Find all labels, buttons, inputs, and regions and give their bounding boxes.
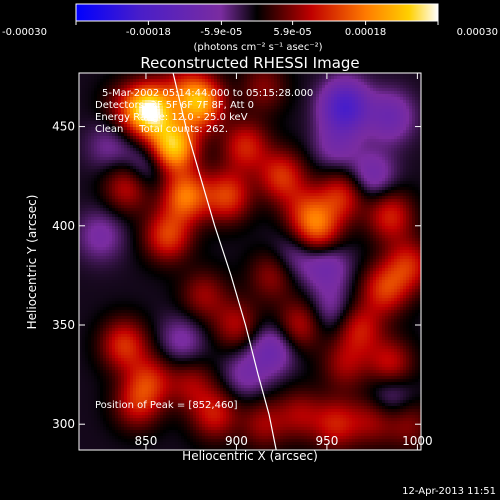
solar-limb-curve [172, 73, 277, 450]
plot-frame [78, 72, 422, 451]
y-tick-label: 300 [52, 417, 75, 431]
x-tick-label: 900 [225, 434, 248, 448]
axis-ticks: 850 900 950 1000 300 350 400 450 [52, 73, 433, 450]
colorbar-label: (photons cm⁻² s⁻¹ asec⁻²) [193, 42, 322, 53]
x-tick-label: 950 [315, 434, 338, 448]
colorbar-tick-label: -0.00030 [2, 27, 47, 38]
date-stamp: 12-Apr-2013 11:51 [402, 486, 496, 497]
y-tick-label: 450 [52, 120, 75, 134]
x-axis-label: Heliocentric X (arcsec) [182, 449, 318, 463]
colorbar-tick-label: 5.9e-05 [273, 27, 311, 38]
colorbar-ticks: -0.00030 -0.00018 -5.9e-05 5.9e-05 0.00018 0.… [2, 21, 498, 38]
x-tick-label: 1000 [402, 434, 433, 448]
annotation-detectors: Detectors: 3F 5F 6F 7F 8F, Att 0 [95, 100, 254, 111]
y-axis-label: Heliocentric Y (arcsec) [25, 195, 39, 330]
colorbar-tick-label: -0.00018 [126, 27, 171, 38]
colorbar [75, 3, 439, 22]
x-tick-label: 850 [134, 434, 157, 448]
heatmap-image [79, 73, 421, 450]
y-tick-label: 400 [52, 219, 75, 233]
y-tick-label: 350 [52, 318, 75, 332]
annotation-energy: Energy Range: 12.0 - 25.0 keV [95, 112, 248, 123]
annotation-time: 5-Mar-2002 05:14:44.000 to 05:15:28.000 [102, 88, 313, 99]
colorbar-tick-label: -5.9e-05 [200, 27, 242, 38]
peak-position-label: Position of Peak = [852,460] [95, 400, 238, 411]
annotation-block: 5-Mar-2002 05:14:44.000 to 05:15:28.000 … [95, 88, 313, 135]
colorbar-tick-label: 0.00018 [345, 27, 386, 38]
chart-title: Reconstructed RHESSI Image [140, 54, 359, 72]
annotation-counts: Clean Total counts: 262. [95, 124, 228, 135]
colorbar-tick-label: 0.00030 [457, 27, 498, 38]
